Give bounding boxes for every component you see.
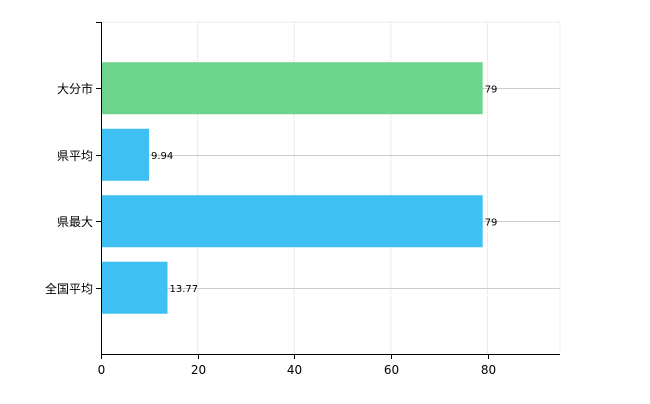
x-tick-label-80: 80 xyxy=(481,363,496,377)
bar-layer xyxy=(101,62,483,314)
category-label-1: 県平均 xyxy=(57,149,93,163)
x-tick-label-0: 0 xyxy=(98,363,106,377)
data-label-2: 79 xyxy=(485,217,498,228)
x-tick-label-40: 40 xyxy=(287,363,302,377)
data-label-1: 9.94 xyxy=(151,151,173,162)
category-label-3: 全国平均 xyxy=(45,281,93,296)
bar-1 xyxy=(101,128,150,181)
data-label-0: 79 xyxy=(485,84,498,95)
bar-3 xyxy=(101,261,168,314)
bar-2 xyxy=(101,195,483,248)
category-label-2: 県最大 xyxy=(57,215,93,229)
bar-0 xyxy=(101,62,483,115)
data-label-3: 13.77 xyxy=(170,284,199,295)
x-tick-label-60: 60 xyxy=(384,363,399,377)
axis-layer xyxy=(96,22,560,359)
category-label-0: 大分市 xyxy=(57,81,93,96)
x-tick-label-20: 20 xyxy=(191,363,206,377)
